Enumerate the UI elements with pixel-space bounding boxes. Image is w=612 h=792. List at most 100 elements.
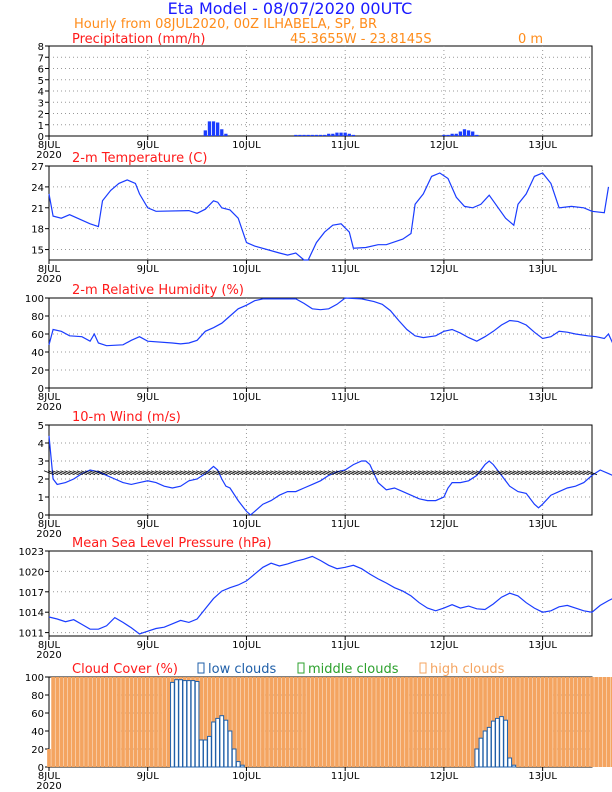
wind-arrow (492, 470, 503, 476)
high-cloud-bar (454, 677, 459, 767)
precip-bar (211, 121, 216, 136)
panel-wind: 0 1 2 3 4 5 8JUL 9JUL 10JUL 11JUL 12JUL 13JUL 2020 10… (36, 410, 612, 540)
wind-arrow (323, 470, 334, 476)
x-tick-label: 12JUL (430, 264, 459, 275)
wind-arrow (216, 470, 227, 476)
wind-arrow (261, 470, 273, 476)
y-tick-label: 20 (31, 366, 44, 377)
y-tick-label: 7 (38, 53, 44, 64)
y-tick-label: 24 (31, 183, 44, 194)
y-tick-label: 40 (31, 348, 44, 359)
wind-arrow (582, 470, 594, 476)
x-tick-label: 10JUL (232, 140, 261, 151)
x-tick-label: 13JUL (528, 519, 557, 530)
high-cloud-bar (359, 677, 364, 767)
panel-cloud: 0 20 40 60 80 100 8JUL 9JUL 10JUL 11JUL 12JUL 13JUL… (25, 662, 612, 792)
wind-arrow (265, 470, 277, 476)
high-cloud-bar (511, 677, 516, 767)
wind-arrow (348, 470, 359, 476)
high-cloud-bar (96, 677, 101, 767)
high-cloud-bar (536, 677, 541, 767)
high-cloud-bar (446, 677, 450, 767)
low-cloud-bar (215, 717, 221, 768)
y-tick-label: 60 (31, 709, 44, 720)
y-tick-label: 15 (31, 246, 44, 257)
high-cloud-bar (133, 677, 138, 767)
y-tick-label: 1017 (19, 588, 44, 599)
high-cloud-bar (528, 677, 533, 767)
wind-arrow (196, 470, 207, 476)
wind-arrow (562, 470, 573, 476)
x-tick-label: 13JUL (528, 140, 557, 151)
precip-bar (458, 131, 463, 136)
high-cloud-bar (256, 677, 261, 767)
panel-title: 10-m Wind (m/s) (72, 410, 181, 425)
x-tick-label: 8JUL (38, 392, 61, 403)
high-cloud-bar (273, 677, 278, 767)
wind-arrow (578, 470, 589, 476)
y-tick-label: 5 (38, 421, 44, 432)
high-cloud-bar (59, 677, 64, 767)
y-tick-label: 1014 (19, 608, 44, 619)
high-cloud-bar (318, 677, 323, 767)
wind-arrow (414, 470, 425, 476)
high-cloud-bar (474, 677, 479, 767)
wind-arrow (278, 470, 289, 476)
high-cloud-bar (598, 677, 603, 767)
high-cloud-bar (339, 677, 343, 767)
high-cloud-bar (573, 677, 578, 767)
wind-arrow (426, 470, 437, 476)
wind-arrow (566, 470, 577, 476)
precip-bar (343, 132, 347, 136)
x-year-label: 2020 (36, 150, 61, 161)
x-tick-label: 13JUL (528, 264, 557, 275)
wind-line (48, 435, 612, 516)
wind-arrow (368, 470, 380, 476)
high-cloud-bar (154, 677, 158, 767)
low-cloud-bar (194, 681, 200, 768)
wind-arrow (500, 470, 511, 476)
wind-arrow (393, 470, 404, 476)
high-cloud-bar (466, 677, 471, 767)
x-year-label: 2020 (36, 274, 61, 285)
precip-bar (450, 133, 454, 136)
wind-arrow (303, 470, 314, 476)
wind-arrow (533, 470, 544, 476)
wind-arrow (298, 470, 310, 476)
precip-bar (462, 129, 467, 136)
high-cloud-bar (413, 677, 417, 767)
high-cloud-bar (549, 677, 553, 767)
wind-arrow (335, 470, 347, 476)
panel-title: 2-m Relative Humidity (%) (72, 283, 244, 298)
precip-bar (471, 131, 475, 136)
precip-bar (466, 130, 471, 136)
high-cloud-bar (63, 677, 68, 767)
high-cloud-bar (289, 677, 294, 767)
low-cloud-bar (490, 720, 496, 768)
low-cloud-bar (170, 681, 175, 768)
wind-arrow (93, 470, 104, 476)
wind-arrow (109, 470, 120, 476)
precip-bar (203, 130, 207, 136)
wind-arrow (315, 470, 326, 476)
high-cloud-bar (557, 677, 561, 767)
high-cloud-bar (67, 677, 72, 767)
wind-arrow (159, 470, 170, 476)
wind-arrow (167, 470, 178, 476)
wind-arrow (220, 470, 232, 476)
precip-bar (294, 134, 298, 136)
precip-bar (454, 133, 458, 136)
wind-arrow (545, 470, 557, 476)
wind-arrow (438, 470, 450, 476)
wind-arrow (377, 470, 388, 476)
x-tick-label: 12JUL (430, 140, 459, 151)
panel-mslp: 1011 1014 1017 1020 1023 8JUL 9JUL 10JUL 11JUL 12… (19, 536, 612, 661)
high-cloud-bar (565, 677, 570, 767)
y-tick-label: 0 (38, 384, 44, 395)
y-tick-label: 18 (31, 225, 44, 236)
wind-arrow (344, 470, 355, 476)
high-cloud-bar (458, 677, 463, 767)
precip-bar (310, 134, 314, 136)
x-tick-label: 9JUL (137, 392, 160, 403)
precip-bar (351, 134, 356, 136)
